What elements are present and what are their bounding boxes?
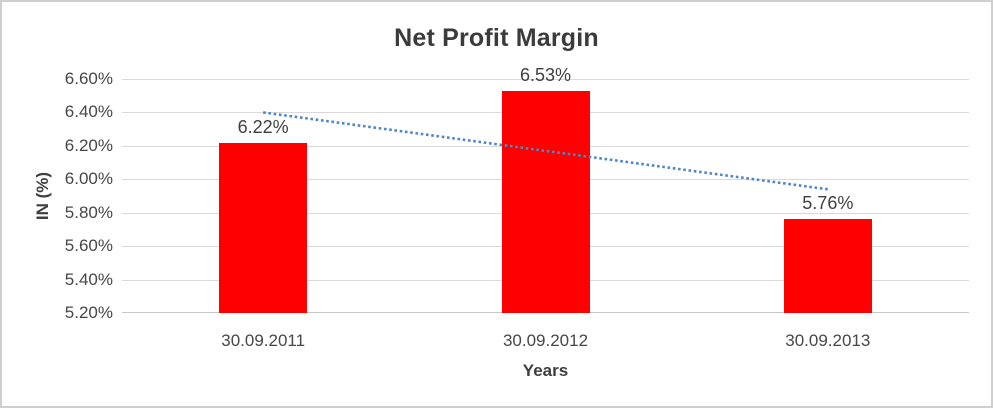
y-tick-label: 5.60% xyxy=(64,236,113,256)
x-tick-label: 30.09.2013 xyxy=(785,331,871,350)
y-tick-label: 5.80% xyxy=(64,202,113,222)
y-tick-label: 5.20% xyxy=(64,303,113,322)
bars-layer: 6.22% 6.53% 5.76% xyxy=(122,65,969,313)
x-tick-label: 30.09.2011 xyxy=(221,331,306,350)
bar-30.09.2011 xyxy=(219,142,308,313)
y-tick-label: 6.00% xyxy=(64,169,113,189)
data-label: 6.22% xyxy=(237,116,289,137)
x-axis-title: Years xyxy=(522,361,569,380)
chart-title: Net Profit Margin xyxy=(394,24,599,52)
data-label: 6.53% xyxy=(519,64,572,85)
x-tick-label: 30.09.2012 xyxy=(502,331,589,350)
y-tick-label: 6.60% xyxy=(64,69,113,88)
x-axis-tick-labels: 30.09.2011 30.09.2012 30.09.2013 xyxy=(122,331,969,353)
y-tick-label: 6.20% xyxy=(64,135,113,155)
plot-area: 6.22% 6.53% 5.76% xyxy=(122,65,969,313)
y-tick-label: 6.40% xyxy=(64,102,113,122)
y-axis-tick-labels: 6.60% 6.40% 6.20% 6.00% 5.80% 5.60% 5.40% 5.20% xyxy=(2,70,113,322)
bar-30.09.2013 xyxy=(783,219,872,313)
y-tick-label: 5.40% xyxy=(64,269,113,289)
data-label: 5.76% xyxy=(802,193,854,214)
bar-30.09.2012 xyxy=(501,90,590,313)
